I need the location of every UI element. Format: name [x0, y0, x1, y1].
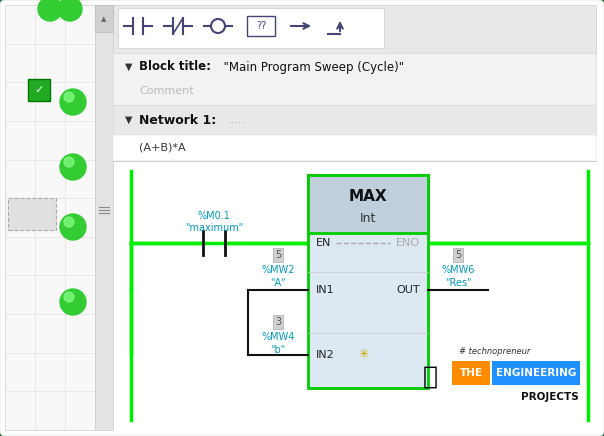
Text: ✳: ✳	[358, 348, 368, 361]
Text: (A+B)*A: (A+B)*A	[139, 143, 185, 153]
Bar	[95, 5, 113, 32]
Text: ENO: ENO	[396, 238, 420, 248]
Circle shape	[64, 292, 74, 302]
Text: OUT: OUT	[396, 285, 420, 295]
Text: %MW4: %MW4	[262, 332, 295, 342]
Bar	[452, 361, 490, 385]
Circle shape	[58, 0, 82, 21]
Text: MAX: MAX	[349, 190, 387, 204]
Circle shape	[60, 214, 86, 240]
Circle shape	[64, 92, 74, 102]
Text: ENGINEERING: ENGINEERING	[496, 368, 576, 378]
Text: Block title:: Block title:	[139, 61, 211, 74]
Text: %MW2: %MW2	[262, 265, 295, 275]
Bar	[28, 79, 50, 101]
Text: "Main Program Sweep (Cycle)": "Main Program Sweep (Cycle)"	[216, 61, 404, 74]
Bar	[113, 53, 596, 105]
Bar	[95, 5, 113, 430]
Text: ✓: ✓	[34, 85, 43, 95]
Text: 3: 3	[275, 317, 281, 327]
Text: PROJECTS: PROJECTS	[521, 392, 579, 402]
Text: 5: 5	[455, 250, 461, 260]
Bar	[308, 175, 428, 233]
Text: .....: .....	[228, 115, 246, 125]
Text: Int: Int	[360, 212, 376, 225]
Text: "A": "A"	[270, 278, 286, 288]
Circle shape	[38, 0, 62, 21]
Bar	[113, 135, 596, 161]
Circle shape	[64, 217, 74, 227]
Bar	[113, 161, 596, 428]
Text: "maximum": "maximum"	[185, 223, 243, 233]
Text: ▼: ▼	[125, 62, 132, 72]
Text: THE: THE	[460, 368, 483, 378]
Text: Comment: Comment	[139, 86, 194, 96]
Text: Network 1:: Network 1:	[139, 113, 216, 126]
Text: 🤖: 🤖	[423, 365, 437, 389]
Circle shape	[60, 154, 86, 180]
Bar	[113, 5, 596, 53]
Text: %M0.1: %M0.1	[198, 211, 231, 221]
Bar	[8, 198, 56, 230]
Bar	[118, 8, 384, 48]
Bar	[247, 16, 275, 36]
Text: IN1: IN1	[316, 285, 335, 295]
Text: 5: 5	[275, 250, 281, 260]
Text: ??: ??	[256, 21, 266, 31]
Bar	[5, 5, 95, 430]
Text: %MW6: %MW6	[442, 265, 475, 275]
Circle shape	[60, 89, 86, 115]
Text: "Res": "Res"	[445, 278, 471, 288]
Bar	[492, 361, 580, 385]
Text: EN: EN	[316, 238, 332, 248]
Circle shape	[60, 289, 86, 315]
Text: "b": "b"	[271, 345, 286, 355]
Text: # technopreneur: # technopreneur	[459, 347, 531, 355]
Circle shape	[64, 157, 74, 167]
Text: ▼: ▼	[125, 115, 132, 125]
Text: IN2: IN2	[316, 350, 335, 360]
Text: ▲: ▲	[101, 16, 107, 22]
Bar	[308, 175, 428, 388]
Bar	[113, 105, 596, 135]
